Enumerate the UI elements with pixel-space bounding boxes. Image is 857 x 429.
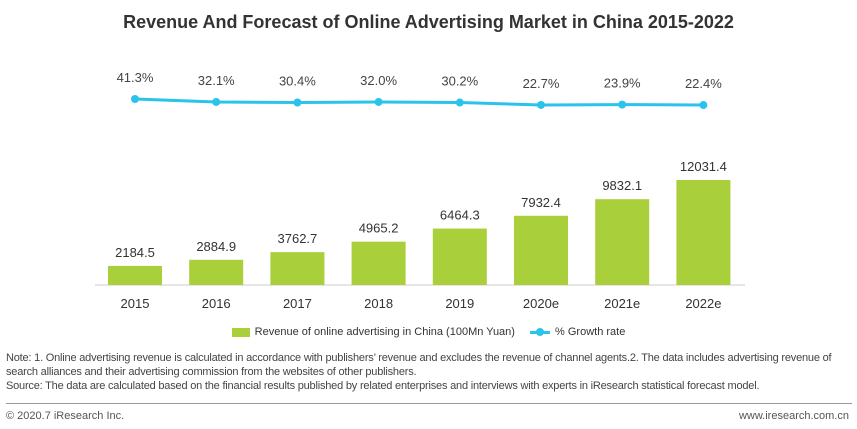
- legend-line-swatch: [530, 328, 551, 337]
- legend-line-label: % Growth rate: [555, 326, 626, 338]
- growth-label: 22.4%: [685, 76, 722, 91]
- growth-label: 41.3%: [117, 70, 154, 85]
- bar: [514, 215, 568, 285]
- bar: [432, 228, 487, 285]
- growth-point: [374, 97, 383, 106]
- x-tick-label: 2022e: [685, 296, 721, 311]
- bar: [270, 252, 325, 285]
- note-line-1: Note: 1. Online advertising revenue is c…: [6, 352, 832, 364]
- copyright: © 2020.7 iResearch Inc.: [6, 410, 125, 422]
- growth-point: [293, 98, 302, 107]
- bar: [595, 199, 650, 285]
- x-tick-label: 2021e: [604, 296, 640, 311]
- growth-point: [699, 101, 708, 110]
- bar: [108, 265, 162, 285]
- x-tick-label: 2016: [202, 296, 231, 311]
- bar-value-label: 9832.1: [602, 178, 642, 193]
- chart-title: Revenue And Forecast of Online Advertisi…: [123, 12, 734, 32]
- note-line-2: search alliances and their advertising c…: [6, 366, 417, 378]
- bar-value-label: 4965.2: [359, 221, 399, 236]
- x-tick-label: 2019: [445, 296, 474, 311]
- website: www.iresearch.com.cn: [738, 410, 849, 422]
- source-line: Source: The data are calculated based on…: [6, 380, 760, 392]
- growth-label: 23.9%: [604, 76, 641, 91]
- bar-value-label: 2884.9: [196, 239, 236, 254]
- legend: Revenue of online advertising in China (…: [0, 326, 857, 338]
- growth-label: 32.0%: [360, 73, 397, 88]
- legend-bar-label: Revenue of online advertising in China (…: [254, 326, 515, 338]
- growth-point: [537, 100, 545, 109]
- growth-label: 32.1%: [198, 73, 235, 88]
- growth-label: 22.7%: [523, 76, 560, 91]
- bar-value-label: 12031.4: [680, 159, 727, 174]
- bar-value-label: 7932.4: [521, 195, 561, 210]
- bar: [351, 241, 406, 285]
- growth-point: [131, 95, 139, 103]
- growth-point: [455, 98, 464, 107]
- legend-bar-swatch: [231, 327, 250, 337]
- growth-label: 30.4%: [279, 73, 316, 88]
- x-tick-label: 2015: [121, 296, 150, 311]
- bar-value-label: 3762.7: [278, 231, 318, 246]
- chart-plot: 2184.5 2015 2884.9 2016 3762.7 2017 4965.2 2018…: [95, 70, 745, 311]
- footer-divider: [6, 403, 852, 404]
- growth-point: [212, 97, 221, 106]
- x-tick-label: 2020e: [523, 296, 559, 311]
- x-tick-label: 2017: [283, 296, 312, 311]
- bar: [189, 259, 244, 285]
- bar-value-label: 6464.3: [440, 208, 480, 223]
- growth-point: [618, 100, 627, 109]
- bar-value-label: 2184.5: [115, 245, 155, 260]
- x-tick-label: 2018: [364, 296, 393, 311]
- growth-label: 30.2%: [441, 74, 478, 89]
- bar: [676, 180, 731, 285]
- growth-line: [134, 97, 704, 107]
